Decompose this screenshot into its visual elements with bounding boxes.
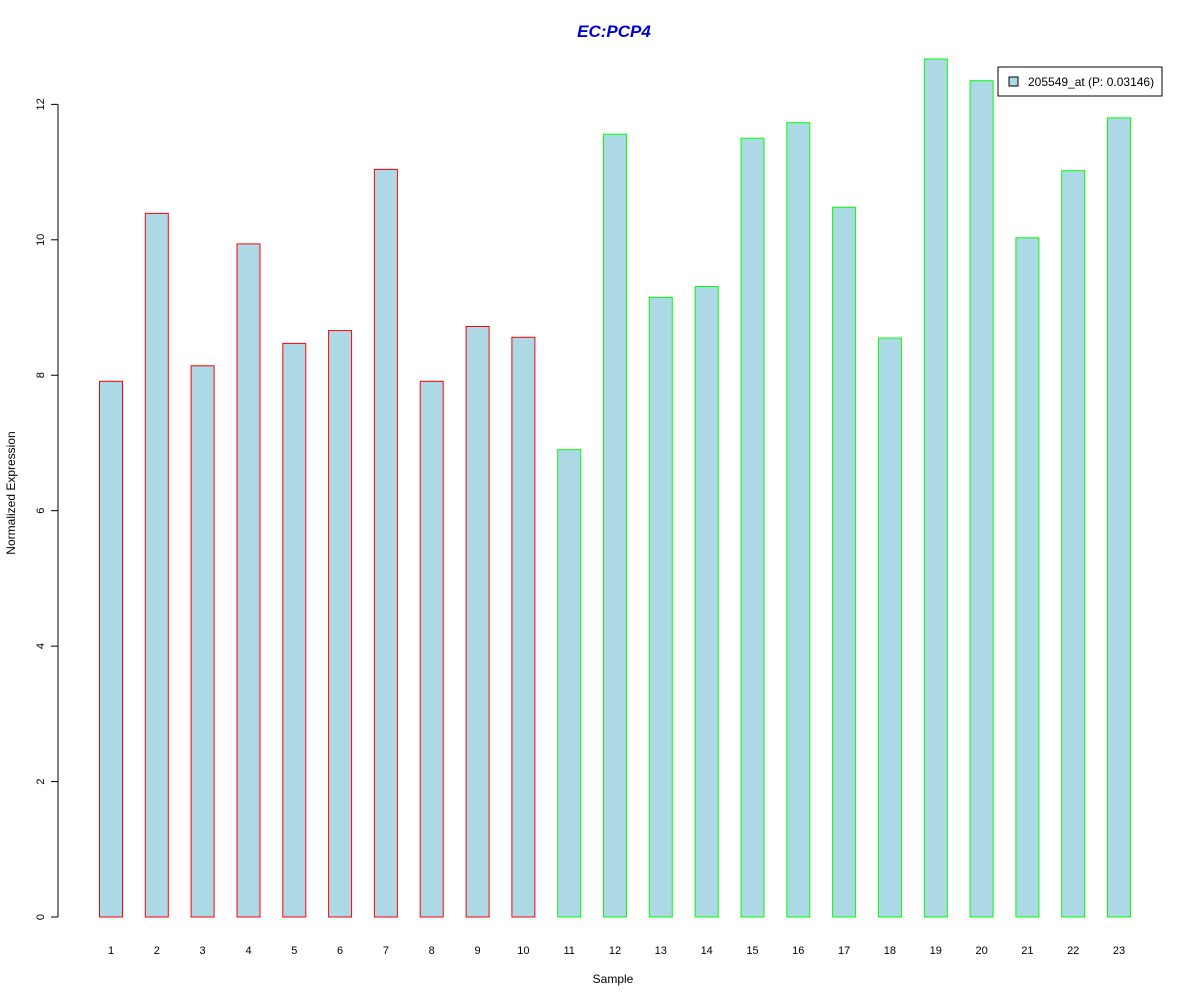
x-tick-label: 17: [838, 945, 850, 957]
x-tick-labels: 1 2 3 4 5 6 7 8 9 10 11 12 13 14 15 16 17 18 19 20 21 22 23: [108, 945, 1125, 957]
x-tick-label: 15: [746, 945, 758, 957]
legend-swatch: [1008, 76, 1019, 87]
x-tick-label: 4: [245, 945, 251, 957]
x-tick-label: 22: [1067, 945, 1079, 957]
x-tick-label: 5: [291, 945, 297, 957]
x-tick-label: 10: [517, 945, 529, 957]
bar-sample-16: [786, 122, 811, 918]
bar-sample-20: [969, 80, 994, 918]
bar-sample-1: [99, 380, 123, 918]
bar-sample-23: [1107, 117, 1131, 918]
legend-box: [997, 66, 1163, 97]
y-tick-label: 4: [35, 643, 47, 649]
bar-sample-14: [694, 286, 719, 918]
bar-sample-19: [923, 58, 948, 918]
x-tick-label: 7: [383, 945, 389, 957]
bars-group: [99, 58, 1131, 918]
bar-sample-18: [877, 337, 902, 918]
x-tick-label: 23: [1113, 945, 1125, 957]
x-tick-label: 3: [200, 945, 206, 957]
y-tick-label: 8: [35, 372, 47, 378]
legend: 205549_at (P: 0.03146): [997, 66, 1163, 97]
bar-sample-4: [236, 243, 261, 918]
y-tick-label: 0: [35, 914, 47, 920]
x-tick-label: 9: [475, 945, 481, 957]
bar-sample-12: [603, 133, 627, 918]
legend-series-label: 205549_at (P: 0.03146): [1028, 75, 1154, 89]
bar-sample-6: [328, 330, 353, 918]
bar-sample-13: [648, 296, 673, 918]
bar-sample-22: [1061, 170, 1086, 918]
bar-sample-15: [740, 137, 765, 918]
x-tick-label: 21: [1021, 945, 1033, 957]
x-tick-label: 18: [884, 945, 896, 957]
x-tick-label: 19: [930, 945, 942, 957]
x-tick-label: 16: [792, 945, 804, 957]
x-tick-label: 20: [975, 945, 987, 957]
y-tick-label: 6: [35, 508, 47, 514]
bar-sample-3: [190, 365, 215, 918]
x-tick-label: 2: [154, 945, 160, 957]
x-tick-label: 13: [655, 945, 667, 957]
bar-sample-9: [465, 326, 490, 918]
x-tick-label: 11: [563, 945, 574, 957]
y-axis: 0 2 4 6 8 10 12: [35, 98, 59, 920]
y-tick-label: 12: [35, 98, 47, 110]
bar-sample-17: [832, 206, 857, 918]
bar-sample-7: [373, 168, 398, 918]
x-tick-label: 6: [337, 945, 343, 957]
x-axis-label: Sample: [593, 972, 634, 986]
x-tick-label: 12: [609, 945, 621, 957]
y-tick-label: 10: [35, 234, 47, 246]
y-tick-label: 2: [35, 778, 47, 784]
y-axis-label: Normalized Expression: [4, 431, 18, 554]
x-tick-label: 8: [429, 945, 435, 957]
x-tick-label: 14: [701, 945, 713, 957]
bar-sample-21: [1015, 237, 1040, 918]
bar-sample-10: [511, 336, 536, 918]
x-tick-label: 1: [108, 945, 114, 957]
bar-sample-5: [282, 342, 307, 918]
bar-sample-8: [419, 380, 444, 918]
bar-sample-11: [557, 449, 582, 918]
bar-sample-2: [144, 212, 169, 918]
chart-title: EC:PCP4: [577, 22, 651, 41]
